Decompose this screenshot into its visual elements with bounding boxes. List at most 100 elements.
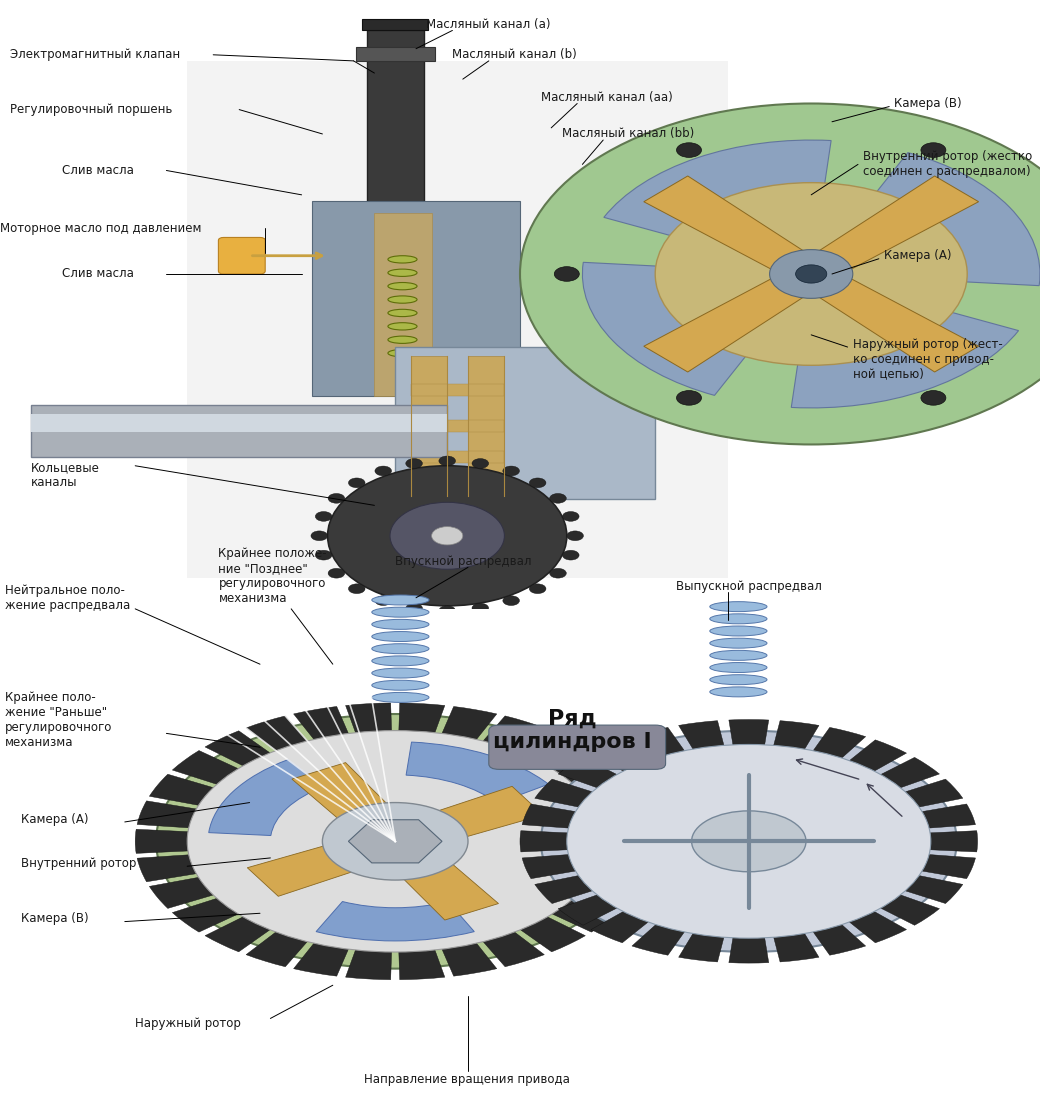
FancyBboxPatch shape — [187, 61, 728, 578]
Wedge shape — [135, 829, 395, 853]
Circle shape — [156, 714, 634, 969]
Circle shape — [676, 143, 702, 157]
Text: Внутренний ротор (жестко
соединен с распредвалом): Внутренний ротор (жестко соединен с расп… — [863, 151, 1033, 178]
Wedge shape — [582, 262, 772, 395]
Text: Электромагнитный клапан: Электромагнитный клапан — [10, 49, 181, 61]
Ellipse shape — [709, 651, 768, 660]
Polygon shape — [644, 266, 826, 372]
Wedge shape — [749, 804, 976, 841]
Wedge shape — [395, 841, 445, 980]
Circle shape — [432, 527, 463, 545]
Polygon shape — [797, 266, 979, 372]
Wedge shape — [558, 757, 749, 841]
FancyBboxPatch shape — [411, 356, 447, 496]
FancyBboxPatch shape — [218, 238, 265, 275]
FancyBboxPatch shape — [366, 31, 424, 214]
Wedge shape — [749, 739, 907, 841]
Wedge shape — [150, 841, 395, 909]
FancyBboxPatch shape — [395, 348, 655, 499]
Wedge shape — [558, 841, 749, 925]
Wedge shape — [749, 841, 818, 962]
Ellipse shape — [709, 613, 768, 624]
Wedge shape — [591, 739, 749, 841]
Ellipse shape — [709, 674, 768, 684]
Wedge shape — [749, 841, 865, 955]
Wedge shape — [395, 731, 586, 841]
Wedge shape — [395, 800, 653, 841]
Text: Камера (B): Камера (B) — [21, 912, 88, 925]
Wedge shape — [173, 751, 395, 841]
Wedge shape — [205, 841, 395, 952]
Ellipse shape — [388, 282, 417, 290]
Circle shape — [529, 583, 546, 593]
FancyBboxPatch shape — [489, 725, 666, 769]
Ellipse shape — [372, 631, 430, 641]
Circle shape — [406, 458, 422, 468]
Ellipse shape — [709, 662, 768, 672]
Circle shape — [375, 466, 391, 476]
FancyBboxPatch shape — [411, 451, 504, 463]
Wedge shape — [535, 779, 749, 841]
Wedge shape — [522, 804, 749, 841]
Wedge shape — [316, 901, 474, 941]
Wedge shape — [632, 727, 749, 841]
Wedge shape — [137, 841, 395, 882]
Text: Нейтральное поло-
жение распредвала: Нейтральное поло- жение распредвала — [5, 583, 130, 612]
Wedge shape — [395, 716, 544, 841]
Ellipse shape — [372, 668, 430, 677]
Wedge shape — [791, 297, 1018, 407]
Wedge shape — [173, 841, 395, 932]
Wedge shape — [749, 841, 939, 925]
Wedge shape — [293, 841, 395, 976]
Circle shape — [529, 478, 546, 488]
Circle shape — [348, 583, 365, 593]
Wedge shape — [522, 841, 749, 879]
Wedge shape — [749, 841, 963, 903]
Circle shape — [921, 391, 946, 405]
FancyBboxPatch shape — [468, 356, 504, 496]
Circle shape — [563, 550, 579, 560]
Wedge shape — [205, 731, 395, 841]
Circle shape — [921, 143, 946, 157]
Polygon shape — [797, 176, 979, 282]
Circle shape — [676, 391, 701, 405]
Circle shape — [541, 731, 957, 952]
Text: Крайнее поло-
жение "Раньше"
регулировочного
механизма: Крайнее поло- жение "Раньше" регулировоч… — [5, 691, 112, 748]
Wedge shape — [395, 841, 544, 966]
Text: Выпускной распредвал: Выпускной распредвал — [676, 580, 822, 593]
Wedge shape — [246, 841, 395, 966]
Polygon shape — [372, 835, 498, 920]
Circle shape — [328, 494, 344, 504]
Circle shape — [550, 568, 567, 578]
Text: Слив масла: Слив масла — [62, 268, 134, 280]
Ellipse shape — [372, 655, 430, 666]
Circle shape — [315, 550, 332, 560]
Circle shape — [567, 531, 583, 540]
Wedge shape — [395, 774, 641, 841]
Circle shape — [315, 511, 332, 521]
Ellipse shape — [388, 323, 417, 330]
Circle shape — [328, 568, 344, 578]
Circle shape — [655, 183, 967, 365]
Circle shape — [550, 494, 567, 504]
Text: Регулировочный поршень: Регулировочный поршень — [10, 103, 173, 116]
Ellipse shape — [372, 607, 430, 617]
Text: Камера (А): Камера (А) — [21, 813, 88, 826]
Text: Ряд
цилиндров I: Ряд цилиндров I — [493, 708, 651, 753]
Ellipse shape — [709, 627, 768, 635]
Circle shape — [563, 511, 579, 521]
Ellipse shape — [388, 309, 417, 317]
Circle shape — [406, 603, 422, 613]
Polygon shape — [644, 176, 826, 282]
FancyBboxPatch shape — [31, 414, 447, 433]
Ellipse shape — [372, 693, 430, 702]
FancyBboxPatch shape — [374, 214, 432, 396]
Ellipse shape — [372, 620, 430, 629]
Text: Внутренний ротор: Внутренний ротор — [21, 857, 136, 870]
Wedge shape — [395, 841, 653, 882]
Ellipse shape — [372, 643, 430, 653]
Circle shape — [567, 744, 931, 939]
Wedge shape — [535, 841, 749, 903]
Wedge shape — [604, 141, 831, 251]
Wedge shape — [729, 720, 769, 841]
